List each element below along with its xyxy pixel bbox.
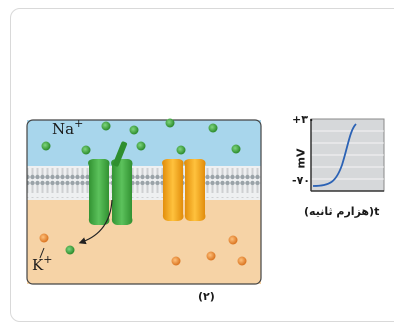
potassium-channel — [162, 159, 206, 221]
graph-y-bottom-label: -۷۰ — [292, 174, 310, 187]
graph-x-label: t(هزارم ثانیه) — [304, 205, 380, 218]
sodium-ions — [41, 118, 241, 255]
sodium-channel — [88, 141, 133, 225]
sodium-influx-arrow — [78, 199, 113, 245]
graph-y-top-label: +۳۰ — [292, 113, 315, 126]
cell-membrane-box — [26, 119, 262, 285]
potassium-ions — [39, 233, 247, 266]
intracellular-space — [27, 200, 261, 284]
sodium-label: Na+ — [52, 117, 84, 138]
voltage-graph — [310, 118, 385, 192]
graph-y-unit-label: mV — [294, 148, 308, 169]
action-potential-curve — [312, 123, 357, 187]
figure-number: (۲) — [198, 290, 215, 303]
potassium-label: K+ — [32, 253, 53, 274]
